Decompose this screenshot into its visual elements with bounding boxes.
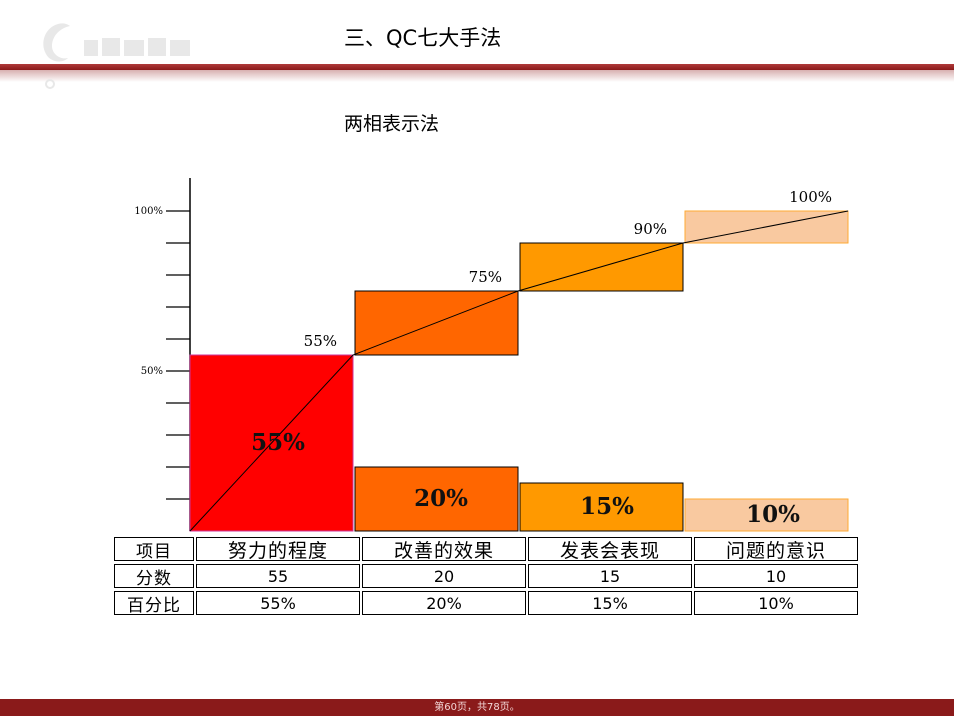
table-header-cell: 问题的意识 xyxy=(694,537,858,562)
table-cell: 10 xyxy=(694,564,858,588)
table-cell: 分数 xyxy=(114,564,194,589)
table-cell: 20 xyxy=(362,564,526,588)
y-tick-label: 100% xyxy=(134,206,163,217)
cumulative-label: 55% xyxy=(304,332,337,350)
pareto-chart: 100% 50% 55% 75% 90% 100% 55% 20% 15% 10% xyxy=(134,178,849,532)
value-box-4 xyxy=(684,498,849,532)
table-header-cell: 努力的程度 xyxy=(196,537,360,562)
table-cell: 20% xyxy=(362,591,526,615)
table-cell: 55 xyxy=(196,564,360,588)
table-header-cell: 发表会表现 xyxy=(528,537,692,562)
cumulative-label: 100% xyxy=(789,188,832,206)
company-logo-icon xyxy=(43,23,190,89)
table-cell: 15% xyxy=(528,591,692,615)
bar-value-label: 10% xyxy=(746,501,800,528)
header-shadow xyxy=(0,70,954,82)
bar-value-label: 15% xyxy=(580,493,634,520)
table-cell: 55% xyxy=(196,591,360,615)
page-number: 第60页，共78页。 xyxy=(434,702,520,713)
table-cell: 百分比 xyxy=(114,591,194,616)
table-cell: 15 xyxy=(528,564,692,588)
cumulative-line xyxy=(189,210,849,532)
bar-value-label: 55% xyxy=(251,429,305,456)
cumulative-label: 90% xyxy=(634,220,667,238)
footer-band xyxy=(0,699,954,716)
y-tick-label: 50% xyxy=(141,366,163,377)
table-header-cell: 项目 xyxy=(114,537,194,562)
data-table: 项目 努力的程度 改善的效果 发表会表现 问题的意识分数 55 20 15 10 百分比 55% 20… xyxy=(114,537,858,616)
bar-value-label: 20% xyxy=(414,485,468,512)
page-subtitle: 两相表示法 xyxy=(344,113,440,135)
header-band xyxy=(0,64,954,70)
table-cell: 10% xyxy=(694,591,858,615)
table-header-cell: 改善的效果 xyxy=(362,537,526,562)
value-box-3 xyxy=(519,482,684,532)
value-box-2 xyxy=(354,466,519,532)
page-title: 三、QC七大手法 xyxy=(344,26,502,50)
cumulative-label: 75% xyxy=(469,268,502,286)
